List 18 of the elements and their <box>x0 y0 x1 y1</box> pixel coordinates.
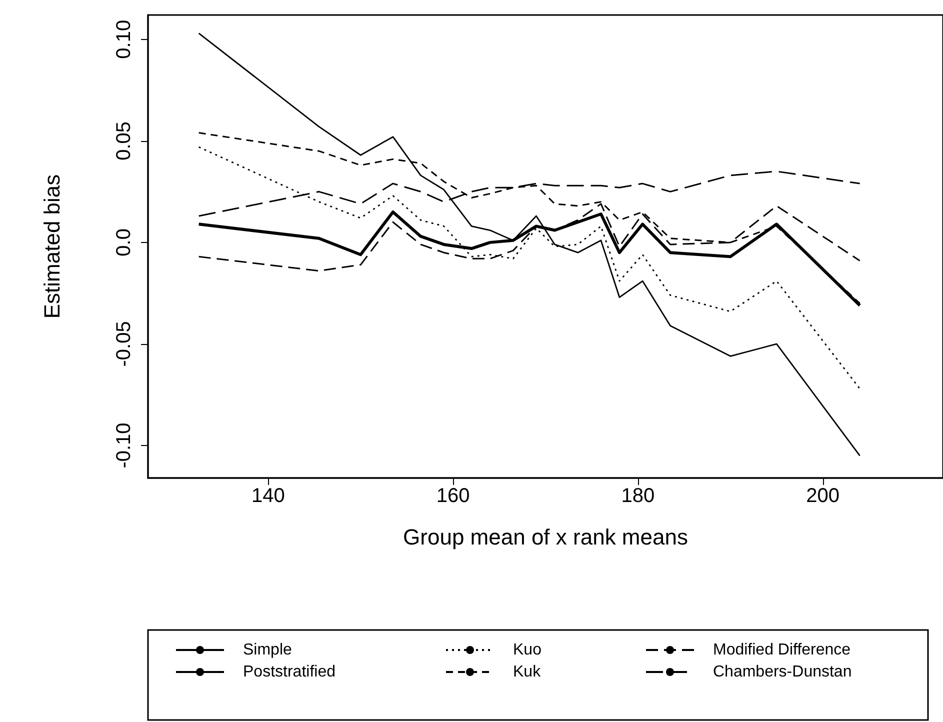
legend-label: Kuo <box>513 642 542 658</box>
legend-label: Modified Difference <box>713 642 851 658</box>
line-series <box>198 32 860 456</box>
legend-label: Chambers-Dunstan <box>713 664 852 680</box>
legend-label: Kuk <box>513 664 542 680</box>
y-tick-label: -0.05 <box>113 321 135 367</box>
y-axis-title: Estimated bias <box>40 174 64 319</box>
x-tick-label: 180 <box>621 485 655 507</box>
legend-label: Simple <box>243 642 292 658</box>
y-tick-label: -0.10 <box>113 422 135 468</box>
y-tick-label: 0.10 <box>113 20 135 59</box>
y-tick-label: 0.0 <box>113 228 135 256</box>
legend-label: Poststratified <box>243 664 336 680</box>
x-tick-label: 140 <box>251 485 285 507</box>
x-tick-label: 200 <box>806 485 840 507</box>
y-tick-label: 0.05 <box>113 121 135 160</box>
x-tick-label: 160 <box>436 485 470 507</box>
x-axis-title: Group mean of x rank means <box>403 524 688 550</box>
